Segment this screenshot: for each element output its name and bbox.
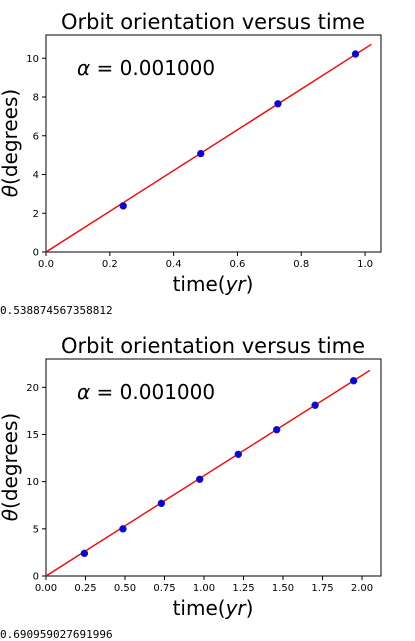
chart-2-annotation-value: = 0.001000 — [90, 380, 215, 404]
chart-2-y-tick-label: 15 — [26, 430, 39, 441]
chart-1-marker-layer — [119, 50, 360, 210]
chart-1-y-tick-label: 10 — [26, 54, 39, 65]
chart-2-x-tick-label: 0.00 — [35, 583, 57, 594]
chart-1-y-tick-label: 4 — [33, 170, 39, 181]
chart-1-fit-layer — [45, 43, 372, 253]
chart-2-ylabel-symbol: θ — [0, 509, 22, 521]
chart-1-fit-line — [45, 43, 372, 253]
chart-1-ylabel-symbol: θ — [0, 185, 22, 197]
chart-2-x-tick-label: 0.25 — [74, 583, 96, 594]
chart-1-y-ticks: 0 2 4 6 8 10 — [26, 54, 46, 259]
chart-2-y-axis-label: θ(degrees) — [0, 413, 22, 521]
chart-1-x-tick-label: 0.0 — [38, 259, 54, 270]
chart-2-x-ticks: 0.00 0.25 0.50 0.75 1.00 1.25 1.50 1.75 2.00 — [35, 576, 373, 594]
chart-2-title: Orbit orientation versus time — [61, 334, 365, 358]
chart-2-marker-layer — [80, 377, 358, 558]
chart-1: Orbit orientation versus time 0.0 0.2 0.4 0… — [0, 10, 382, 296]
chart-2-x-tick-label: 2.00 — [351, 583, 373, 594]
chart-1-x-axis-label: time(yr) — [173, 272, 254, 296]
chart-1-title: Orbit orientation versus time — [61, 10, 365, 34]
chart-2-x-tick-label: 0.75 — [153, 583, 175, 594]
chart-1-x-tick-label: 0.8 — [293, 259, 309, 270]
chart-1-x-tick-label: 0.6 — [229, 259, 245, 270]
chart-1-data-point — [119, 202, 127, 210]
chart-1-annotation: α = 0.001000 — [77, 56, 215, 80]
chart-2-x-tick-label: 1.25 — [232, 583, 254, 594]
chart-2-annotation-symbol: α — [77, 380, 90, 404]
chart-2-data-point — [157, 499, 166, 508]
chart-2-y-tick-label: 5 — [33, 524, 39, 535]
chart-1-x-tick-label: 1.0 — [357, 259, 373, 270]
chart-2-x-axis-label: time(yr) — [173, 596, 254, 620]
chart-1-y-tick-label: 0 — [33, 248, 39, 259]
chart-1-x-tick-label: 0.4 — [166, 259, 182, 270]
chart-1-annotation-symbol: α — [77, 56, 90, 80]
output-value-1: 0.538874567358812 — [0, 304, 113, 317]
chart-1-y-tick-label: 6 — [33, 131, 39, 142]
chart-1-data-point — [351, 50, 360, 58]
chart-2-x-tick-label: 1.50 — [272, 583, 294, 594]
chart-2-data-point — [273, 426, 281, 434]
chart-2-data-point — [234, 450, 243, 458]
chart-1-y-tick-label: 8 — [33, 93, 39, 104]
chart-2-xlabel-unit: yr — [225, 596, 248, 620]
chart-2-y-ticks: 0 5 10 15 20 — [26, 383, 46, 583]
chart-2-data-point — [80, 549, 89, 558]
chart-2-xlabel-end: ) — [246, 596, 254, 620]
chart-2-data-point — [196, 475, 204, 483]
chart-2-data-point — [119, 525, 127, 533]
chart-2-x-tick-label: 1.00 — [193, 583, 215, 594]
chart-1-y-axis-label: θ(degrees) — [0, 89, 22, 197]
chart-1-data-point — [197, 149, 205, 158]
chart-2-ylabel-rest: (degrees) — [0, 413, 22, 509]
chart-2-y-tick-label: 20 — [26, 383, 39, 394]
chart-1-x-ticks: 0.0 0.2 0.4 0.6 0.8 1.0 — [38, 252, 373, 270]
chart-2-annotation: α = 0.001000 — [77, 380, 215, 404]
chart-2-xlabel-main: time( — [173, 596, 226, 620]
chart-1-data-point — [274, 100, 282, 108]
chart-2-x-tick-label: 0.50 — [114, 583, 136, 594]
chart-1-annotation-value: = 0.001000 — [90, 56, 215, 80]
chart-2-data-point — [349, 377, 358, 385]
chart-2-data-point — [311, 401, 319, 409]
chart-2-x-tick-label: 1.75 — [311, 583, 333, 594]
chart-1-x-tick-label: 0.2 — [102, 259, 118, 270]
chart-2: Orbit orientation versus time 0.00 0.25 0.… — [0, 334, 382, 620]
chart-1-y-tick-label: 2 — [33, 209, 39, 220]
chart-1-ylabel-rest: (degrees) — [0, 89, 22, 185]
chart-1-xlabel-unit: yr — [225, 272, 248, 296]
chart-2-y-tick-label: 0 — [33, 572, 39, 583]
chart-1-xlabel-end: ) — [246, 272, 254, 296]
output-value-2: 0.690959027691996 — [0, 628, 113, 641]
chart-2-y-tick-label: 10 — [26, 477, 39, 488]
chart-1-xlabel-main: time( — [173, 272, 226, 296]
